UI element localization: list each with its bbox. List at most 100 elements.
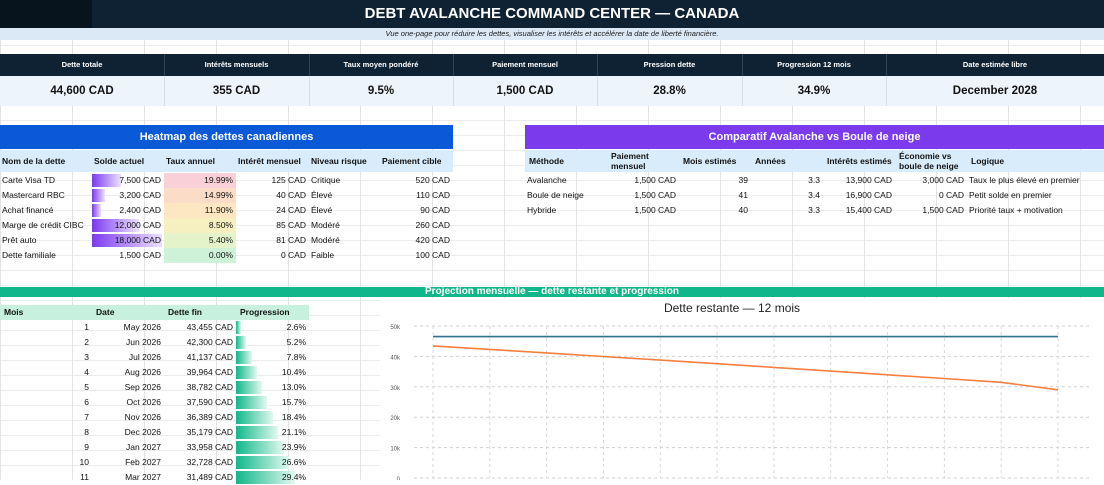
projection-header-row: Mois Date Dette fin Progression: [0, 305, 309, 320]
heatmap-col-0: Nom de la dette: [2, 156, 66, 166]
heatmap-col-2: Taux annuel: [166, 156, 215, 166]
comparison-method: Boule de neige: [527, 190, 584, 200]
kpi-value-2: 9.5%: [309, 76, 454, 106]
progress-value: 13.0%: [281, 382, 306, 392]
rate-value: 11.90%: [164, 203, 236, 218]
debt-name: Marge de crédit CIBC: [2, 220, 84, 230]
chart-series-line-1: [432, 345, 1059, 391]
month-date: Oct 2026: [126, 397, 162, 407]
kpi-label-4: Pression dette: [597, 54, 743, 76]
progress-cell: 23.9%: [236, 440, 309, 455]
kpi-value-4: 28.8%: [597, 76, 743, 106]
comparison-col-6: Logique: [971, 156, 1005, 166]
progress-cell: 21.1%: [236, 425, 309, 440]
projection-col-0: Mois: [4, 307, 24, 317]
month-number: 6: [84, 397, 89, 407]
projection-col-3: Progression: [240, 307, 290, 317]
balance-cell: 18,000 CAD: [92, 233, 164, 248]
comparison-col-1: Paiement mensuel: [611, 151, 649, 171]
target-payment: 100 CAD: [415, 250, 451, 260]
progress-value: 29.4%: [281, 472, 306, 482]
risk-level: Modéré: [311, 235, 340, 245]
balance-value: 18,000 CAD: [114, 235, 161, 245]
risk-level: Critique: [311, 175, 341, 185]
heatmap-row: Dette familiale 1,500 CAD 0.00% 0 CAD Faible…: [0, 248, 453, 263]
comparison-months: 40: [738, 205, 748, 215]
projection-row: 11 Mar 2027 31,489 CAD 29.4%: [0, 470, 309, 485]
progress-value: 10.4%: [281, 367, 306, 377]
title-left-strip: [0, 0, 92, 28]
chart-y-tick-label: 10k: [390, 447, 401, 453]
balance-cell: 7,500 CAD: [92, 173, 164, 188]
kpi-value-0: 44,600 CAD: [0, 76, 165, 106]
debt-name: Dette familiale: [2, 250, 56, 260]
interest-value: 24 CAD: [276, 205, 306, 215]
projection-row: 9 Jan 2027 33,958 CAD 23.9%: [0, 440, 309, 455]
month-date: Dec 2026: [124, 427, 161, 437]
comparison-method: Hybride: [527, 205, 557, 215]
balance-databar: [92, 234, 162, 247]
remaining-debt: 37,590 CAD: [186, 397, 233, 407]
comparison-payment: 1,500 CAD: [634, 205, 676, 215]
kpi-label-3: Paiement mensuel: [453, 54, 598, 76]
comparison-row: Boule de neige 1,500 CAD 41 3.4 16,900 CAD 0 …: [525, 188, 1104, 203]
debt-name: Mastercard RBC: [2, 190, 65, 200]
progress-value: 2.6%: [286, 322, 306, 332]
heatmap-row: Prêt auto 18,000 CAD 5.40% 81 CAD Modéré 420 …: [0, 233, 453, 248]
projection-row: 8 Dec 2026 35,179 CAD 21.1%: [0, 425, 309, 440]
progress-cell: 18.4%: [236, 410, 309, 425]
balance-cell: 3,200 CAD: [92, 188, 164, 203]
rate-value: 0.00%: [164, 248, 236, 263]
kpi-label-1: Intérêts mensuels: [164, 54, 310, 76]
month-number: 5: [84, 382, 89, 392]
target-payment: 520 CAD: [415, 175, 451, 185]
progress-cell: 15.7%: [236, 395, 309, 410]
remaining-debt: 42,300 CAD: [186, 337, 233, 347]
progress-databar: [236, 351, 252, 364]
debt-name: Achat financé: [2, 205, 54, 215]
month-date: Aug 2026: [124, 367, 161, 377]
heatmap-row: Mastercard RBC 3,200 CAD 14.99% 40 CAD Élevé…: [0, 188, 453, 203]
progress-databar: [236, 441, 284, 454]
progress-cell: 7.8%: [236, 350, 309, 365]
interest-value: 81 CAD: [276, 235, 306, 245]
comparison-interest: 16,900 CAD: [845, 190, 892, 200]
comparison-payment: 1,500 CAD: [634, 190, 676, 200]
interest-value: 125 CAD: [271, 175, 307, 185]
remaining-debt: 43,455 CAD: [186, 322, 233, 332]
comparison-title: Comparatif Avalanche vs Boule de neige: [525, 125, 1104, 149]
month-number: 2: [84, 337, 89, 347]
progress-cell: 10.4%: [236, 365, 309, 380]
month-date: Mar 2027: [125, 472, 161, 482]
comparison-col-3: Années: [755, 156, 786, 166]
balance-value: 7,500 CAD: [119, 175, 161, 185]
debt-name: Prêt auto: [2, 235, 37, 245]
target-payment: 90 CAD: [420, 205, 450, 215]
debt-chart[interactable]: Dette restante — 12 mois 0 10k 20k 30k 40k 50…: [380, 298, 1104, 483]
remaining-debt: 39,964 CAD: [186, 367, 233, 377]
progress-databar: [236, 321, 242, 334]
progress-value: 26.6%: [281, 457, 306, 467]
heatmap-header-row: Nom de la dette Solde actuel Taux annuel In…: [0, 150, 453, 172]
kpi-value-row: 44,600 CAD 355 CAD 9.5% 1,500 CAD 28.8% 34.9%…: [0, 76, 1104, 106]
projection-row: 7 Nov 2026 36,389 CAD 18.4%: [0, 410, 309, 425]
month-number: 3: [84, 352, 89, 362]
dashboard-subtitle: Vue one-page pour réduire les dettes, vi…: [0, 28, 1104, 40]
comparison-years: 3.3: [808, 175, 820, 185]
balance-value: 1,500 CAD: [119, 250, 161, 260]
progress-value: 5.2%: [286, 337, 306, 347]
kpi-label-0: Dette totale: [0, 54, 165, 76]
progress-databar: [236, 381, 262, 394]
balance-cell: 1,500 CAD: [92, 248, 164, 263]
comparison-row: Avalanche 1,500 CAD 39 3.3 13,900 CAD 3,000 C…: [525, 173, 1104, 188]
progress-databar: [236, 411, 273, 424]
comparison-col-2: Mois estimés: [683, 156, 737, 166]
progress-value: 21.1%: [281, 427, 306, 437]
remaining-debt: 32,728 CAD: [186, 457, 233, 467]
chart-y-tick-label: 30k: [390, 386, 401, 392]
comparison-years: 3.4: [808, 190, 820, 200]
rate-value: 19.99%: [164, 173, 236, 188]
balance-value: 2,400 CAD: [119, 205, 161, 215]
projection-row: 5 Sep 2026 38,782 CAD 13.0%: [0, 380, 309, 395]
chart-y-tick-label: 50k: [390, 325, 401, 331]
